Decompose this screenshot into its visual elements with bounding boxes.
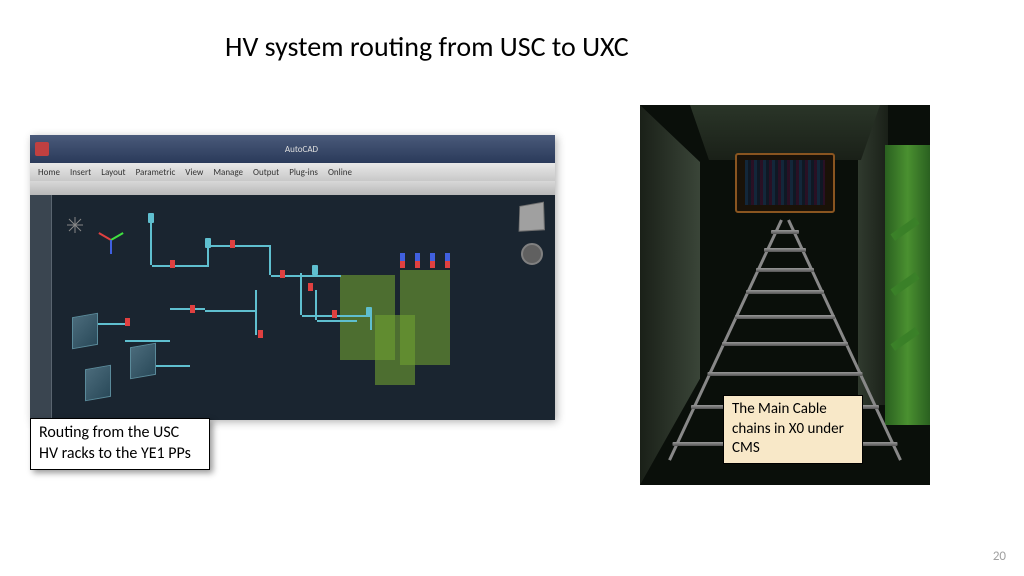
ladder-rung [764,248,806,252]
cad-marker-red [170,260,175,268]
axis-gizmo-icon [95,225,125,255]
cad-route-line [300,273,302,315]
cad-marker-red [430,260,435,268]
cad-side-panel [30,195,52,420]
cad-marker-red [445,260,450,268]
cad-node [148,213,154,223]
cad-route-line [205,310,255,312]
cad-ribbon [30,181,555,195]
menu-item: Parametric [136,167,176,178]
cad-marker-red [400,260,405,268]
cad-route-line [255,290,257,335]
compass-icon [65,215,85,235]
cad-marker-red [190,305,195,313]
ladder-rung [722,342,848,346]
viewcube-icon [519,202,545,232]
cad-node [312,265,318,275]
cad-route-line [370,315,372,330]
cad-route-line [152,265,207,267]
cad-marker-red [258,330,263,338]
ladder-rung [756,268,814,272]
cad-route-line [170,308,205,310]
cad-marker-red [125,318,130,326]
cad-marker-red [415,260,420,268]
ladder-rung [708,372,863,376]
menu-item: Insert [70,167,91,178]
cad-route-line [125,340,170,342]
title-text: HV system routing from USC to UXC [225,29,629,64]
page-number: 20 [993,549,1006,564]
cad-marker-blue [415,253,420,261]
cad-rack [85,365,111,402]
slide-title: HV system routing from USC to UXC [225,30,629,64]
photo-cables [745,160,825,205]
cad-title-text: AutoCAD [53,144,550,155]
ladder-rung [771,230,799,234]
cad-screenshot: AutoCAD Home Insert Layout Parametric View Ma… [30,135,555,420]
caption-left-text: Routing from the USC HV racks to the YE1… [39,423,191,463]
photo-ceiling [690,105,880,160]
ladder-rung [735,315,835,319]
cad-route-line [317,320,357,322]
cad-marker-red [308,283,313,291]
cad-menubar: Home Insert Layout Parametric View Manage Outp… [30,163,555,181]
cad-titlebar: AutoCAD [30,135,555,163]
caption-right: The Main Cable chains in X0 under CMS [723,395,863,464]
cad-node [366,307,372,317]
app-icon [35,142,49,156]
cad-rack [130,343,156,380]
ladder-rung [746,290,824,294]
cad-route-line [150,220,152,265]
cad-marker-red [332,310,337,318]
cad-node [205,238,211,248]
cad-route-line [269,245,271,275]
cad-route-line [207,245,209,267]
menu-item: Layout [101,167,125,178]
cad-route-line [209,245,269,247]
cad-marker-blue [400,253,405,261]
nav-wheel-icon [521,243,543,265]
menu-item: View [185,167,203,178]
cad-viewport [30,195,555,420]
cad-route-line [302,315,372,317]
menu-item: Manage [213,167,243,178]
cad-route-line [315,290,317,320]
caption-left: Routing from the USC HV racks to the YE1… [30,418,210,470]
cad-marker-blue [445,253,450,261]
cad-marker-blue [430,253,435,261]
cad-rack [72,313,98,350]
menu-item: Output [253,167,279,178]
caption-right-text: The Main Cable chains in X0 under CMS [732,400,844,457]
menu-item: Online [328,167,352,178]
cad-marker-red [230,240,235,248]
cad-marker-red [280,270,285,278]
page-number-text: 20 [993,549,1006,564]
cad-green-block [375,315,415,385]
menu-item: Home [38,167,60,178]
menu-item: Plug-ins [289,167,318,178]
